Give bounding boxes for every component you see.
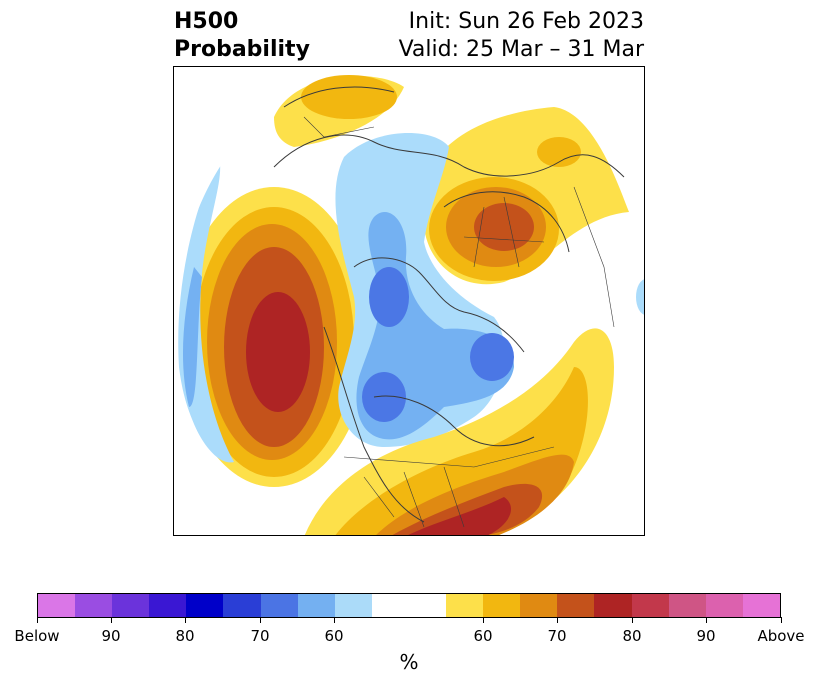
far-west-negative-anomaly bbox=[178, 157, 234, 463]
date-block: Init: Sun 26 Feb 2023 Valid: 25 Mar – 31… bbox=[399, 8, 644, 64]
colorbar-tick bbox=[631, 617, 633, 623]
arctic-negative-anomaly bbox=[335, 133, 514, 448]
colorbar-segment bbox=[631, 594, 669, 617]
init-date-label: Init: Sun 26 Feb 2023 bbox=[408, 9, 644, 34]
us-positive-anomaly bbox=[304, 328, 614, 535]
colorbar-segment bbox=[75, 594, 113, 617]
colorbar-tick bbox=[780, 617, 782, 623]
colorbar-tick-label: 70 bbox=[250, 627, 270, 645]
valid-date-label: Valid: 25 Mar – 31 Mar bbox=[398, 37, 644, 62]
colorbar-unit-label: % bbox=[399, 650, 419, 674]
colorbar-tick-label: 60 bbox=[473, 627, 493, 645]
colorbar-segment bbox=[38, 594, 76, 617]
colorbar-tick-label: 70 bbox=[547, 627, 567, 645]
colorbar-tick bbox=[556, 617, 558, 623]
colorbar-tick bbox=[184, 617, 186, 623]
colorbar-segment bbox=[483, 594, 521, 617]
colorbar-segment bbox=[371, 594, 447, 617]
colorbar-tick bbox=[110, 617, 112, 623]
colorbar-segment bbox=[297, 594, 335, 617]
colorbar-tick-label: 60 bbox=[324, 627, 344, 645]
colorbar-tick bbox=[333, 617, 335, 623]
variable-label: H500 bbox=[174, 9, 239, 34]
colorbar-tick-label: Below bbox=[14, 627, 60, 645]
political-borders bbox=[303, 116, 615, 528]
colorbar-segment bbox=[223, 594, 261, 617]
colorbar-segment bbox=[112, 594, 150, 617]
colorbar-tick bbox=[482, 617, 484, 623]
map-svg bbox=[174, 67, 644, 535]
shaded-field bbox=[174, 67, 644, 535]
east-edge-negative bbox=[636, 279, 644, 315]
europe-positive-anomaly bbox=[274, 75, 404, 147]
colorbar-tick-label: 90 bbox=[696, 627, 716, 645]
chart-title: H500 Probability bbox=[174, 8, 310, 64]
colorbar-tick-label: 80 bbox=[175, 627, 195, 645]
coastlines bbox=[273, 86, 625, 523]
colorbar-segment bbox=[705, 594, 743, 617]
colorbar-tick bbox=[705, 617, 707, 623]
colorbar-tick bbox=[259, 617, 261, 623]
colorbar-segment bbox=[594, 594, 632, 617]
pacific-positive-anomaly bbox=[179, 187, 369, 487]
probability-map bbox=[173, 66, 645, 536]
colorbar-segment bbox=[557, 594, 595, 617]
colorbar-segment bbox=[334, 594, 372, 617]
colorbar-segment bbox=[742, 594, 780, 617]
colorbar-segment bbox=[186, 594, 224, 617]
colorbar-segment bbox=[520, 594, 558, 617]
eurasia-positive-anomaly bbox=[424, 107, 629, 285]
colorbar-tick-label: 90 bbox=[101, 627, 121, 645]
variable-sublabel: Probability bbox=[174, 37, 310, 62]
colorbar-tick-label: 80 bbox=[622, 627, 642, 645]
colorbar-tick bbox=[36, 617, 38, 623]
colorbar-segment bbox=[260, 594, 298, 617]
colorbar-segment bbox=[149, 594, 187, 617]
colorbar-tick-label: Above bbox=[757, 627, 805, 645]
colorbar-segment bbox=[668, 594, 706, 617]
colorbar bbox=[37, 593, 781, 618]
colorbar-segment bbox=[446, 594, 484, 617]
